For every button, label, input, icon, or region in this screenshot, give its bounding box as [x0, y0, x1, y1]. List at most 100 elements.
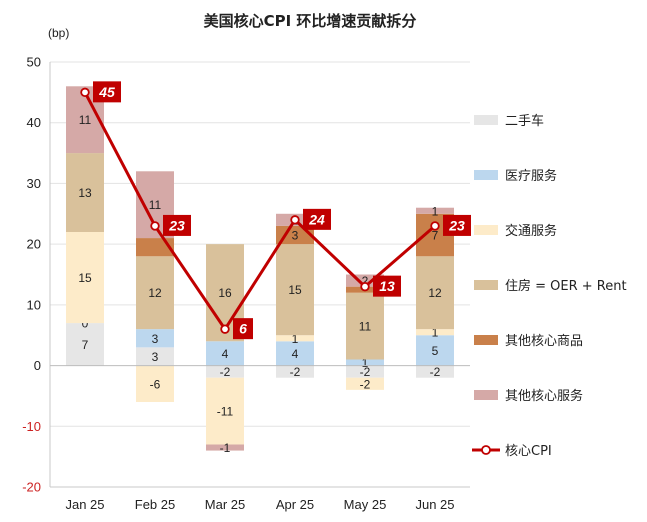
y-tick-label: 40 [27, 115, 41, 130]
core-cpi-callout-box [443, 214, 471, 236]
bar-segment [276, 335, 314, 342]
bar-segment [416, 329, 454, 336]
legend-label: 其他核心商品 [505, 334, 583, 349]
legend-label: 交通服务 [505, 223, 557, 239]
core-cpi-callout-box [303, 208, 331, 230]
data-label: 4 [292, 347, 299, 361]
legend-swatch [474, 170, 498, 180]
bar-segment [346, 359, 384, 366]
bar-segment [136, 238, 174, 257]
bar-segment [66, 153, 104, 232]
x-tick-label: Apr 25 [276, 497, 314, 512]
bar-segment [346, 292, 384, 360]
bar-segment [136, 256, 174, 330]
gridlines [50, 61, 470, 488]
data-label: 15 [78, 271, 92, 285]
data-label: 3 [152, 350, 159, 364]
bar-segment [276, 341, 314, 366]
data-label: -11 [217, 405, 234, 419]
core-cpi-callout-box [163, 214, 191, 236]
legend-swatch [474, 280, 498, 290]
x-tick-label: Feb 25 [135, 497, 175, 512]
bar-segment [66, 232, 104, 324]
data-label: 7 [82, 338, 89, 352]
x-tick-label: May 25 [344, 497, 387, 512]
y-tick-label: 0 [34, 358, 41, 373]
y-tick-label: 20 [27, 237, 41, 252]
bar-segment [206, 341, 244, 366]
data-label: 12 [148, 286, 162, 300]
data-label: -2 [360, 377, 371, 391]
core-cpi-callout-box [233, 318, 253, 340]
legend-label: 核心CPI [505, 444, 552, 459]
y-tick-label: 10 [27, 297, 41, 312]
data-label: -2 [220, 365, 231, 379]
core-cpi-callout-label: 13 [379, 278, 395, 294]
data-label: 11 [359, 320, 372, 334]
data-label: 5 [432, 344, 439, 358]
data-label: -2 [360, 365, 371, 379]
data-label: 7 [432, 229, 439, 243]
bar-segment [66, 323, 104, 366]
core-cpi-callout-label: 23 [448, 217, 465, 233]
data-label: 1 [432, 204, 439, 218]
data-label: 13 [78, 186, 92, 200]
legend-label: 医疗服务 [505, 168, 557, 184]
core-cpi-point [150, 221, 160, 231]
legend-label: 其他核心服务 [505, 388, 583, 404]
y-tick-label: -20 [22, 480, 41, 495]
y-tick-label: -10 [22, 419, 41, 434]
bar-segment [416, 207, 454, 214]
legend-label: 二手车 [505, 113, 544, 129]
chart-title: 美国核心CPI 环比增速贡献拆分 [204, 12, 417, 30]
data-label: -6 [150, 377, 161, 391]
core-cpi-callout-box [373, 275, 401, 297]
data-label: 1 [292, 332, 299, 346]
legend-label: 住房 = OER + Rent [505, 278, 627, 294]
data-label: 16 [218, 286, 232, 300]
legend-swatch [474, 390, 498, 400]
x-tick-label: Mar 25 [205, 497, 245, 512]
data-label: 12 [428, 286, 442, 300]
core-cpi-callout-label: 6 [239, 321, 247, 337]
data-label: 2 [362, 274, 369, 288]
data-label: 11 [149, 198, 162, 212]
core-cpi-point [220, 324, 230, 334]
stacked-bars: 7015131133-61211-24-1116-1-2411532-21-21… [66, 86, 454, 455]
x-tick-label: Jun 25 [415, 497, 454, 512]
bar-segment [416, 256, 454, 330]
core-cpi-callout-label: 23 [168, 217, 185, 233]
legend-swatch [474, 225, 498, 235]
legend-swatch [474, 115, 498, 125]
y-tick-label: 50 [27, 55, 41, 70]
data-label: -2 [430, 365, 441, 379]
data-label: 15 [288, 283, 302, 297]
bar-segment [346, 377, 384, 390]
data-label: 4 [222, 347, 229, 361]
core-cpi-point [80, 87, 90, 98]
data-label: 0 [82, 317, 89, 331]
legend-line-marker [481, 445, 491, 455]
bar-segment [206, 444, 244, 451]
bar-segment [136, 329, 174, 348]
data-label: 3 [152, 332, 159, 346]
bar-segment [206, 365, 244, 378]
data-label: -2 [290, 365, 301, 379]
core-cpi-callout-label: 45 [98, 84, 115, 100]
core-cpi-point [360, 281, 370, 292]
bar-segment [416, 335, 454, 366]
y-unit-label: (bp) [48, 26, 69, 40]
data-label: 11 [79, 113, 92, 127]
data-label: 3 [292, 229, 299, 243]
bar-segment [206, 377, 244, 445]
core-cpi-callout-box [93, 81, 121, 103]
y-tick-label: 30 [27, 176, 41, 191]
bar-segment [346, 365, 384, 378]
core-cpi-point [430, 221, 440, 231]
legend-swatch [474, 335, 498, 345]
core-cpi-callout-label: 24 [308, 211, 325, 227]
data-label: -1 [220, 441, 231, 455]
